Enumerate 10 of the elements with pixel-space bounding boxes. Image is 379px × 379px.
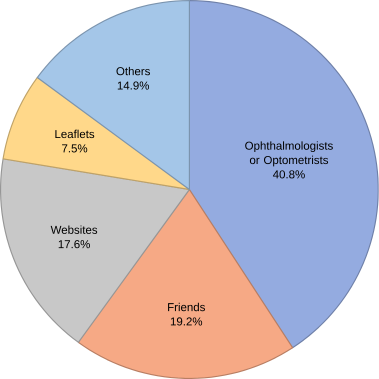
- slice-label: Others: [116, 66, 150, 76]
- slice-label: Websites: [50, 225, 98, 234]
- data-label: 19.2%: [170, 317, 202, 326]
- slice-label: Friends: [168, 302, 206, 312]
- data-label: 40.8%: [273, 170, 305, 178]
- slice-label: Ophthalmologists or Optometrists: [245, 141, 333, 166]
- slice-label: Leaflets: [55, 130, 94, 138]
- data-label: 17.6%: [58, 240, 90, 248]
- data-label: 14.9%: [118, 81, 150, 90]
- data-label: 7.5%: [62, 144, 88, 152]
